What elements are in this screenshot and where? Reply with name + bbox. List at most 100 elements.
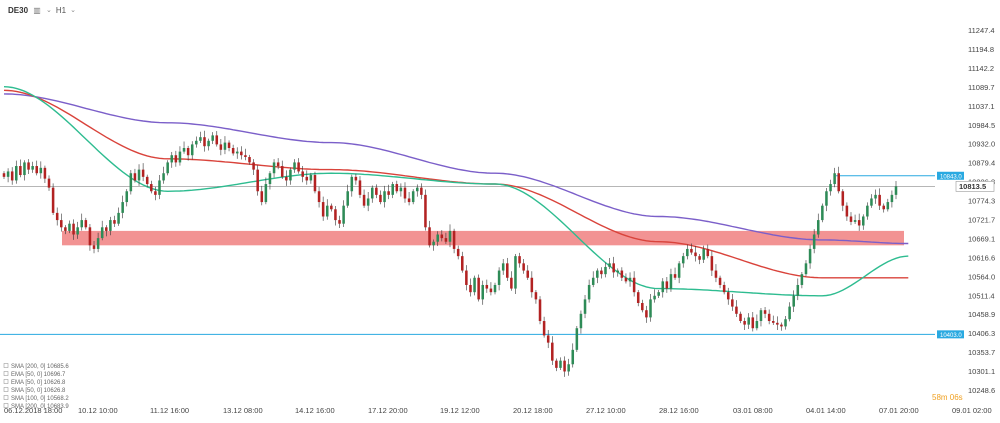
candle-up — [117, 212, 120, 224]
candle-down — [60, 220, 63, 228]
candle-down — [526, 270, 530, 278]
candle-up — [342, 205, 345, 224]
candle-down — [555, 360, 558, 368]
candle-down — [47, 178, 51, 188]
candle-down — [510, 277, 513, 289]
legend-toggle-icon[interactable] — [3, 371, 9, 376]
candle-down — [551, 342, 554, 361]
candle-down — [722, 284, 726, 293]
candle-up — [649, 299, 652, 318]
candle-up — [501, 263, 505, 271]
candle-up — [125, 191, 129, 203]
legend-entry: SMA [50, 0] 10626.8 — [11, 388, 66, 394]
candle-up — [68, 223, 71, 231]
candle-up — [325, 205, 329, 217]
candle-down — [641, 302, 644, 311]
legend-toggle-icon[interactable] — [3, 395, 9, 400]
candle-down — [321, 202, 325, 217]
candle-down — [88, 227, 92, 246]
candle-down — [424, 194, 427, 228]
candle-up — [370, 187, 374, 199]
support-resistance-zone — [62, 230, 904, 246]
ema-100-line — [3, 89, 909, 279]
candle-down — [506, 263, 509, 278]
candle-up — [657, 292, 660, 296]
candle-down — [354, 176, 358, 181]
candle-down — [563, 360, 566, 372]
y-tick-label: 10301.1 — [968, 367, 995, 376]
y-tick-label: 11142.2 — [968, 64, 994, 73]
candle-up — [616, 270, 620, 273]
candle-down — [256, 169, 259, 192]
candle-up — [890, 194, 894, 203]
timeframe-label[interactable]: H1 — [55, 5, 67, 15]
candle-up — [223, 142, 227, 150]
candle-down — [612, 263, 615, 273]
candle-down — [27, 162, 30, 170]
candle-up — [874, 194, 877, 199]
x-tick-label: 06.12.2018 18:00 — [4, 406, 62, 415]
x-tick-label: 20.12 18:00 — [513, 406, 553, 415]
y-tick-label: 10458.9 — [968, 310, 995, 319]
legend-toggle-icon[interactable] — [3, 379, 9, 384]
candle-up — [567, 364, 570, 372]
candle-up — [309, 175, 313, 181]
candle-up — [211, 135, 214, 141]
legend-entry: EMA [50, 0] 10626.8 — [11, 380, 66, 386]
candle-up — [669, 274, 673, 289]
candle-up — [800, 274, 804, 285]
candle-up — [199, 137, 202, 141]
x-tick-label: 03.01 08:00 — [733, 406, 773, 415]
candle-up — [411, 191, 415, 203]
candle-down — [534, 292, 538, 300]
candle-up — [596, 270, 599, 278]
chart-toolbar: DE30 ▥ ⌄ H1 ⌄ — [0, 0, 308, 20]
candle-up — [383, 191, 386, 203]
current-price-tag: 10813.5 — [955, 181, 995, 192]
candle-up — [755, 321, 759, 329]
candle-down — [285, 176, 288, 181]
candle-up — [894, 186, 898, 195]
legend-toggle-icon[interactable] — [3, 403, 9, 408]
candle-up — [415, 187, 419, 192]
candle-down — [51, 187, 55, 213]
candle-down — [375, 187, 378, 195]
legend-toggle-icon[interactable] — [3, 387, 9, 392]
candles-icon[interactable]: ▥ — [33, 5, 41, 15]
y-tick-label: 11247.4 — [968, 26, 995, 35]
candle-up — [170, 155, 174, 163]
candle-up — [76, 227, 79, 235]
candle-down — [280, 166, 284, 177]
x-tick-label: 28.12 16:00 — [659, 406, 699, 415]
candlestick-series — [2, 130, 898, 377]
candle-up — [100, 227, 104, 239]
y-tick-label: 10774.3 — [968, 197, 995, 206]
candle-down — [186, 148, 190, 156]
candle-up — [604, 266, 607, 275]
x-tick-label: 14.12 16:00 — [295, 406, 335, 415]
candle-up — [583, 299, 587, 314]
symbol-label[interactable]: DE30 — [8, 5, 29, 15]
y-tick-label: 10669.1 — [968, 234, 995, 243]
candle-up — [350, 176, 354, 192]
candle-down — [150, 184, 153, 192]
x-tick-label: 07.01 20:00 — [879, 406, 919, 415]
candle-up — [608, 263, 611, 267]
candle-up — [886, 202, 890, 210]
candle-up — [15, 166, 18, 181]
legend-toggle-icon[interactable] — [3, 363, 9, 368]
candle-up — [677, 263, 681, 278]
candle-up — [821, 205, 824, 221]
candle-down — [632, 277, 636, 293]
candle-down — [2, 173, 6, 177]
candle-up — [702, 248, 705, 260]
candle-down — [522, 263, 525, 271]
candle-down — [706, 248, 710, 257]
y-tick-label: 11194.8 — [968, 45, 994, 54]
chevron-down-icon[interactable]: ⌄ — [46, 7, 52, 14]
candle-up — [808, 248, 812, 264]
y-axis: 11247.4 11194.8 11142.2 11089.7 11037.1 10984… — [968, 26, 995, 395]
candle-up — [661, 281, 665, 293]
chevron-down-icon[interactable]: ⌄ — [70, 7, 76, 14]
